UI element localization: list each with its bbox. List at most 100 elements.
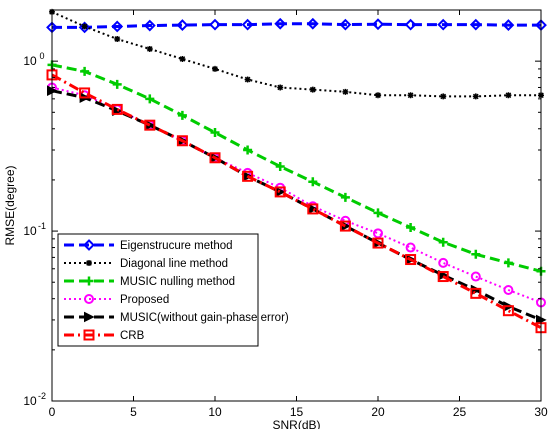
data-point xyxy=(79,87,91,99)
legend-marker xyxy=(84,311,95,323)
y-tick-exponent: 0 xyxy=(39,51,44,61)
data-point xyxy=(112,79,122,89)
legend-marker xyxy=(83,239,95,251)
legend-marker xyxy=(83,329,95,341)
data-point xyxy=(80,66,90,76)
data-point xyxy=(440,93,447,100)
legend-marker xyxy=(84,294,94,304)
data-point xyxy=(503,285,514,296)
series-1 xyxy=(46,17,547,34)
data-point xyxy=(503,258,513,268)
series-layer xyxy=(46,8,547,334)
data-point xyxy=(372,18,384,31)
data-point xyxy=(472,93,479,100)
data-point xyxy=(176,135,188,147)
data-point xyxy=(177,110,187,120)
series-line xyxy=(51,89,542,322)
data-point xyxy=(470,271,481,282)
legend-label: MUSIC(without gain-phase error) xyxy=(120,312,289,324)
legend-label: Diagonal line method xyxy=(120,258,228,270)
y-tick-label: 10 xyxy=(23,224,37,238)
data-point xyxy=(437,18,450,31)
series-line xyxy=(51,10,541,98)
legend-item: MUSIC(without gain-phase error) xyxy=(64,311,289,324)
data-point xyxy=(437,271,449,283)
data-point xyxy=(307,203,319,215)
data-point xyxy=(372,237,384,249)
data-point xyxy=(209,152,221,164)
legend-item: Eigenstrucure method xyxy=(64,239,233,252)
data-point xyxy=(306,17,319,30)
legend-item: Proposed xyxy=(64,294,169,306)
data-point xyxy=(470,287,482,299)
data-point xyxy=(469,18,482,31)
data-point xyxy=(308,177,318,187)
data-point xyxy=(340,192,350,202)
legend-label: Proposed xyxy=(120,294,169,306)
data-point xyxy=(404,18,417,31)
y-axis-label: RMSE(degree) xyxy=(3,165,17,245)
data-point xyxy=(244,76,251,83)
series-line xyxy=(51,73,542,330)
data-point xyxy=(241,18,254,31)
data-point xyxy=(81,23,88,30)
data-point xyxy=(242,170,254,182)
legend-label: MUSIC nulling method xyxy=(120,276,235,288)
data-point xyxy=(407,92,414,99)
y-tick-exponent: -1 xyxy=(38,221,46,231)
y-tick-label: 10 xyxy=(23,394,37,408)
data-point xyxy=(339,18,352,31)
legend-item: MUSIC nulling method xyxy=(64,276,235,288)
data-point xyxy=(274,186,286,198)
x-tick-label: 25 xyxy=(453,405,467,419)
data-point xyxy=(375,92,381,99)
data-point xyxy=(373,208,383,218)
legend-item: CRB xyxy=(64,329,145,342)
data-point xyxy=(111,20,124,33)
series-6 xyxy=(46,69,547,334)
legend-box xyxy=(57,233,259,347)
x-axis-label: SNR(dB) xyxy=(272,418,320,429)
y-tick-exponent: -2 xyxy=(38,391,46,401)
legend-marker xyxy=(86,260,92,266)
data-point xyxy=(274,17,287,30)
data-point xyxy=(502,305,514,317)
data-point xyxy=(342,88,349,95)
data-point xyxy=(114,36,121,43)
x-tick-label: 15 xyxy=(290,405,304,419)
data-point xyxy=(145,94,155,104)
data-point xyxy=(143,19,156,32)
x-tick-label: 5 xyxy=(130,405,137,419)
data-point xyxy=(405,254,417,266)
data-point xyxy=(144,119,156,131)
x-tick-label: 30 xyxy=(534,405,548,419)
data-point xyxy=(438,257,449,268)
legend-marker xyxy=(84,276,94,286)
data-point xyxy=(277,84,284,91)
y-tick-label: 10 xyxy=(23,54,37,68)
data-point xyxy=(373,228,383,239)
data-point xyxy=(275,161,285,171)
data-point xyxy=(210,128,220,138)
data-point xyxy=(309,86,316,93)
data-point xyxy=(212,65,218,72)
data-point xyxy=(146,45,153,52)
data-point xyxy=(176,19,189,32)
data-point xyxy=(111,103,123,115)
data-point xyxy=(505,92,512,99)
data-point xyxy=(243,145,253,155)
legend-item: Diagonal line method xyxy=(64,258,228,270)
legend: Eigenstrucure method Diagonal line method… xyxy=(57,233,289,347)
data-point xyxy=(339,220,351,232)
data-point xyxy=(209,18,221,31)
data-point xyxy=(438,237,448,247)
data-point xyxy=(179,55,186,62)
series-line xyxy=(52,22,541,29)
data-point xyxy=(406,222,416,232)
data-point xyxy=(405,242,416,253)
legend-label: Eigenstrucure method xyxy=(120,240,233,252)
data-point xyxy=(471,249,481,259)
x-tick-label: 10 xyxy=(208,405,222,419)
